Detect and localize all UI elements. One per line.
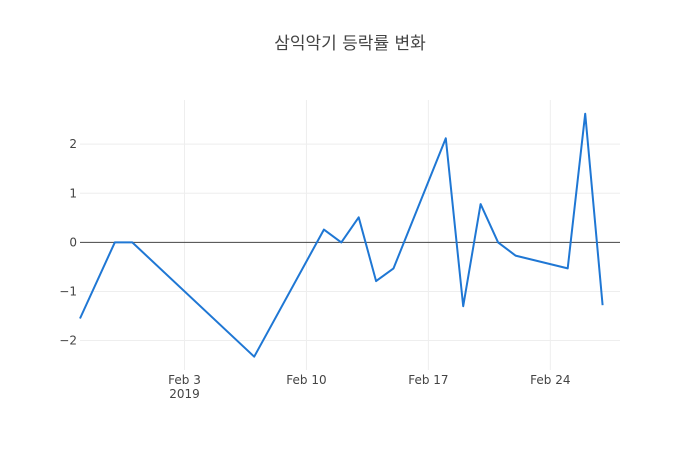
y-tick-label: 1 [69, 186, 77, 200]
x-tick-label: Feb 24 [530, 373, 570, 387]
series-layer [79, 112, 604, 358]
grid [80, 100, 620, 370]
x-tick-sublabel: 2019 [169, 387, 200, 401]
x-tick-label: Feb 17 [408, 373, 448, 387]
y-tick-label: −2 [59, 334, 77, 348]
chart-title: 삼익악기 등락률 변화 [274, 34, 426, 54]
x-tick-label: Feb 3 [168, 373, 201, 387]
series-line [79, 112, 604, 358]
y-tick-label: 2 [69, 137, 77, 151]
y-tick-label: 0 [69, 235, 77, 249]
x-tick-label: Feb 10 [286, 373, 326, 387]
y-tick-label: −1 [59, 284, 77, 298]
